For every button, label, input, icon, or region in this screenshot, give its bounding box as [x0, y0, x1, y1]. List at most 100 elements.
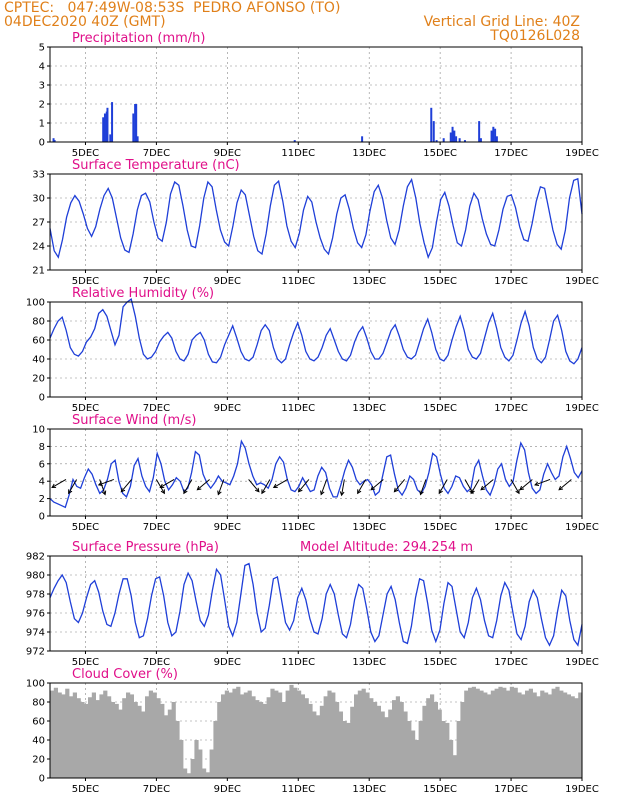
cloud-bar: [274, 690, 279, 778]
precip-bar: [449, 132, 452, 142]
precip-bar: [432, 121, 435, 142]
cloud-bar: [114, 703, 119, 778]
cloud-bar: [331, 692, 336, 778]
panel-0: Precipitation (mm/h) 0 1 2 3 4 5 5DEC 7DEC 9DEC 11…: [39, 31, 599, 159]
x-tick-label: 5DEC: [72, 276, 99, 287]
header-station: CPTEC: 047:49W-08:53S PEDRO AFONSO (TO): [4, 0, 341, 16]
cloud-bar: [536, 696, 541, 778]
x-tick-label: 17DEC: [494, 784, 528, 795]
cloud-bar: [179, 740, 184, 778]
x-tick-label: 13DEC: [352, 784, 386, 795]
cloud-bar: [483, 692, 488, 778]
wind-arrow: [160, 479, 175, 488]
x-tick-label: 11DEC: [281, 276, 315, 287]
cloud-bar: [384, 717, 389, 778]
cloud-bar: [441, 721, 446, 778]
cloud-bar: [133, 702, 138, 778]
precip-bar: [455, 136, 458, 142]
y-tick-label: 0: [39, 512, 45, 523]
cloud-bar: [563, 692, 568, 778]
wind-arrow-head: [558, 485, 564, 491]
x-tick-label: 5DEC: [72, 403, 99, 414]
cloud-bar: [95, 700, 100, 778]
wind-arrow: [261, 479, 271, 494]
wind-arrow-head: [183, 489, 188, 495]
precip-bar: [492, 126, 495, 142]
cloud-bar: [232, 688, 237, 778]
cloud-bar: [209, 749, 214, 778]
wind-arrow-head: [515, 489, 520, 495]
precip-bar: [136, 136, 139, 142]
cloud-bar: [285, 690, 290, 778]
wind-arrow: [341, 479, 345, 496]
precip-bar: [52, 138, 55, 142]
cloud-bar: [243, 692, 248, 778]
cloud-bar: [551, 688, 556, 778]
cloud-bar: [202, 768, 207, 778]
cloud-bar: [346, 722, 351, 778]
cloud-bar: [190, 759, 195, 778]
panel-5: Cloud Cover (%) 0 20 40 60 80 100 5DEC 7DEC 9DEC 1…: [26, 667, 599, 795]
wind-arrow: [438, 479, 448, 494]
precip-bar: [453, 130, 456, 142]
precip-bar: [490, 130, 493, 142]
x-tick-label: 17DEC: [494, 276, 528, 287]
x-tick-label: 15DEC: [423, 522, 457, 533]
precip-bar: [435, 140, 438, 142]
panel-frame: [49, 555, 583, 652]
y-tick-label: 10: [32, 425, 45, 436]
cloud-bar: [566, 694, 571, 778]
cloud-bar: [490, 690, 495, 778]
precip-bar: [103, 113, 106, 142]
cloud-bar: [426, 698, 431, 778]
cloud-bar: [53, 687, 58, 778]
cloud-bar: [61, 694, 66, 778]
wind-arrow-head: [120, 487, 126, 493]
cloud-bar: [213, 721, 218, 778]
cloud-bar: [528, 688, 533, 778]
cloud-bar: [555, 686, 560, 778]
cloud-bar: [559, 690, 564, 778]
cloud-bar: [570, 696, 575, 778]
cloud-bar: [57, 692, 62, 778]
cloud-bar: [293, 687, 298, 778]
y-tick-label: 100: [26, 679, 45, 690]
header-model-code: TQ0126L028: [490, 28, 580, 44]
wind-arrow-head: [196, 485, 202, 491]
cloud-bar: [403, 711, 408, 778]
panel-title: Surface Temperature (nC): [72, 158, 240, 173]
wind-arrow: [98, 478, 115, 486]
cloud-bar: [327, 690, 332, 778]
y-tick-label: 2: [39, 100, 45, 111]
panel-title: Precipitation (mm/h): [72, 31, 205, 46]
cloud-bar: [547, 694, 552, 778]
cloud-bar: [289, 684, 294, 778]
y-tick-label: 21: [32, 266, 45, 277]
wind-arrow-head: [97, 481, 103, 487]
x-tick-label: 13DEC: [352, 657, 386, 668]
x-tick-label: 17DEC: [494, 522, 528, 533]
cloud-bar: [186, 773, 191, 778]
cloud-bar: [122, 698, 127, 778]
y-tick-label: 30: [32, 194, 45, 205]
cloud-bar: [430, 694, 435, 778]
x-tick-label: 9DEC: [214, 148, 241, 159]
y-tick-label: 24: [32, 242, 45, 253]
x-tick-label: 7DEC: [143, 403, 170, 414]
x-tick-label: 5DEC: [72, 784, 99, 795]
wind-arrow: [68, 479, 78, 494]
cloud-bar: [65, 688, 70, 778]
cloud-bar: [69, 696, 74, 778]
cloud-bar: [160, 703, 165, 778]
y-tick-label: 982: [26, 552, 45, 563]
cloud-bar: [217, 702, 222, 778]
cloud-bar: [110, 702, 115, 778]
wind-arrow: [510, 479, 520, 494]
cloud-bar: [84, 703, 89, 778]
wind-arrow: [273, 479, 288, 488]
wind-arrow-head: [480, 485, 486, 491]
wind-arrow-head: [261, 489, 266, 495]
cloud-bar: [171, 702, 176, 778]
y-tick-label: 5: [39, 43, 45, 54]
y-tick-label: 4: [39, 477, 45, 488]
